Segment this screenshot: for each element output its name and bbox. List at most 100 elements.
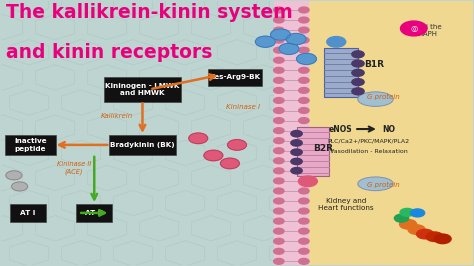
Circle shape bbox=[352, 60, 364, 67]
FancyBboxPatch shape bbox=[104, 77, 181, 102]
Circle shape bbox=[273, 158, 284, 164]
Circle shape bbox=[400, 219, 417, 229]
Circle shape bbox=[271, 29, 291, 40]
Text: des-Arg9-BK: des-Arg9-BK bbox=[210, 74, 261, 80]
Circle shape bbox=[291, 168, 302, 174]
Circle shape bbox=[273, 128, 284, 134]
Text: Inactive
peptide: Inactive peptide bbox=[14, 138, 47, 152]
Text: Vasodilation - Relaxation: Vasodilation - Relaxation bbox=[329, 149, 407, 154]
Text: eNOS: eNOS bbox=[328, 124, 352, 134]
Circle shape bbox=[204, 150, 223, 161]
Circle shape bbox=[417, 229, 434, 239]
Bar bbox=[273, 1, 309, 265]
Circle shape bbox=[273, 198, 284, 204]
Text: AT II: AT II bbox=[85, 210, 103, 216]
FancyBboxPatch shape bbox=[5, 135, 55, 155]
FancyBboxPatch shape bbox=[76, 204, 112, 222]
Circle shape bbox=[255, 36, 275, 47]
Circle shape bbox=[352, 88, 364, 95]
Text: PLC/Ca2+/PKC/MAPK/PLA2: PLC/Ca2+/PKC/MAPK/PLA2 bbox=[328, 138, 410, 143]
Circle shape bbox=[299, 37, 309, 43]
Circle shape bbox=[273, 238, 284, 244]
Circle shape bbox=[299, 176, 318, 186]
Circle shape bbox=[299, 148, 309, 154]
Circle shape bbox=[299, 208, 309, 214]
Circle shape bbox=[299, 57, 309, 63]
Circle shape bbox=[273, 98, 284, 103]
Circle shape bbox=[273, 88, 284, 93]
Circle shape bbox=[401, 21, 427, 36]
Circle shape bbox=[299, 77, 309, 83]
Circle shape bbox=[273, 77, 284, 83]
Circle shape bbox=[273, 27, 284, 33]
Circle shape bbox=[273, 57, 284, 63]
Circle shape bbox=[273, 188, 284, 194]
Circle shape bbox=[352, 51, 364, 58]
Circle shape bbox=[297, 53, 317, 64]
FancyBboxPatch shape bbox=[109, 135, 176, 155]
Circle shape bbox=[189, 133, 208, 144]
Circle shape bbox=[299, 88, 309, 93]
Circle shape bbox=[273, 259, 284, 264]
Text: Kidney and
Heart functions: Kidney and Heart functions bbox=[318, 198, 374, 211]
FancyBboxPatch shape bbox=[10, 204, 46, 222]
Circle shape bbox=[299, 67, 309, 73]
Circle shape bbox=[299, 108, 309, 113]
Circle shape bbox=[299, 27, 309, 33]
Circle shape bbox=[410, 209, 425, 217]
Bar bbox=[309, 1, 474, 265]
Circle shape bbox=[6, 171, 22, 180]
Text: Mind the
GRAPH: Mind the GRAPH bbox=[411, 24, 441, 37]
Circle shape bbox=[11, 182, 27, 191]
FancyBboxPatch shape bbox=[209, 69, 262, 86]
Circle shape bbox=[273, 108, 284, 113]
Circle shape bbox=[299, 218, 309, 224]
Text: Kininase II
(ACE): Kininase II (ACE) bbox=[57, 161, 91, 175]
Circle shape bbox=[352, 69, 364, 76]
Circle shape bbox=[299, 188, 309, 194]
Circle shape bbox=[394, 214, 409, 222]
Circle shape bbox=[299, 168, 309, 174]
Circle shape bbox=[273, 218, 284, 224]
Circle shape bbox=[299, 259, 309, 264]
Circle shape bbox=[299, 98, 309, 103]
Circle shape bbox=[299, 158, 309, 164]
Circle shape bbox=[426, 232, 443, 242]
Text: Bradykinin (BK): Bradykinin (BK) bbox=[110, 142, 175, 148]
Circle shape bbox=[273, 228, 284, 234]
Circle shape bbox=[291, 149, 302, 155]
Circle shape bbox=[273, 178, 284, 184]
Circle shape bbox=[228, 140, 246, 150]
Circle shape bbox=[273, 7, 284, 13]
Circle shape bbox=[299, 7, 309, 13]
Circle shape bbox=[299, 118, 309, 123]
Text: ◎: ◎ bbox=[410, 24, 418, 33]
Text: Kininogen - LMWK
and HMWK: Kininogen - LMWK and HMWK bbox=[105, 82, 180, 96]
Circle shape bbox=[400, 209, 414, 216]
Circle shape bbox=[273, 148, 284, 154]
Circle shape bbox=[273, 47, 284, 53]
Circle shape bbox=[299, 248, 309, 254]
Circle shape bbox=[273, 248, 284, 254]
Circle shape bbox=[299, 138, 309, 144]
Circle shape bbox=[291, 158, 302, 165]
Text: Kallikrein: Kallikrein bbox=[100, 113, 133, 119]
Text: AT I: AT I bbox=[20, 210, 36, 216]
Circle shape bbox=[434, 234, 451, 244]
Circle shape bbox=[299, 17, 309, 23]
Ellipse shape bbox=[358, 92, 393, 106]
Circle shape bbox=[327, 36, 346, 47]
Text: G protein: G protein bbox=[367, 94, 400, 100]
Circle shape bbox=[279, 43, 299, 55]
Text: Kininase I: Kininase I bbox=[226, 103, 260, 110]
Text: The kallikrein-kinin system: The kallikrein-kinin system bbox=[6, 3, 293, 22]
Circle shape bbox=[299, 128, 309, 134]
Circle shape bbox=[286, 34, 306, 45]
Circle shape bbox=[273, 67, 284, 73]
Circle shape bbox=[273, 37, 284, 43]
Circle shape bbox=[299, 198, 309, 204]
Circle shape bbox=[291, 140, 302, 146]
Text: B1R: B1R bbox=[364, 60, 384, 69]
Circle shape bbox=[291, 131, 302, 137]
Text: B2R: B2R bbox=[313, 144, 334, 153]
